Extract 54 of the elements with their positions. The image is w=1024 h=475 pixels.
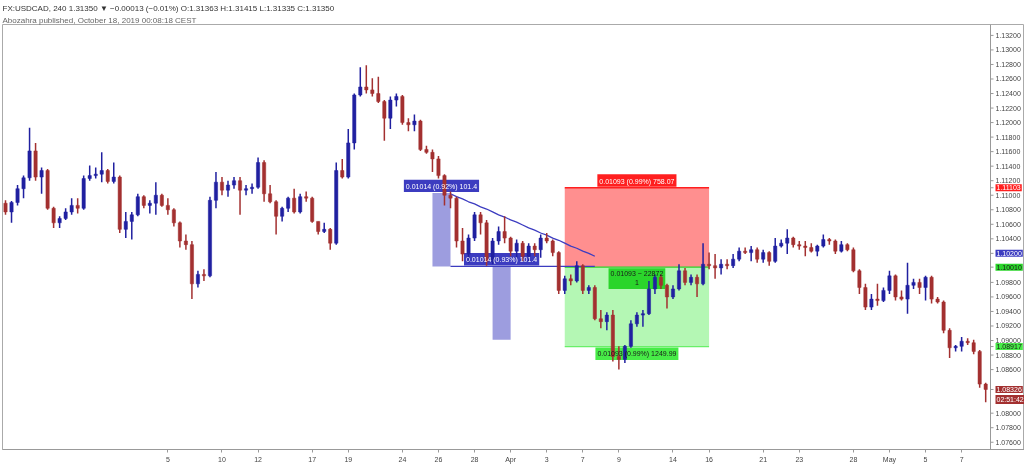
candlestick — [202, 268, 206, 282]
candlestick — [478, 211, 483, 236]
candlestick — [490, 237, 495, 265]
candlestick — [496, 225, 501, 246]
candlestick — [214, 171, 218, 210]
candlestick — [147, 199, 152, 215]
candlestick — [502, 215, 507, 244]
candlestick — [328, 227, 333, 251]
candlestick — [292, 187, 297, 215]
candlestick — [268, 184, 272, 204]
candlestick — [604, 311, 609, 332]
candlestick — [39, 166, 44, 195]
candlestick — [310, 195, 315, 224]
candlestick — [304, 190, 309, 203]
line-series — [449, 193, 596, 257]
candlestick — [340, 158, 345, 180]
candlestick — [713, 253, 717, 280]
candlestick — [598, 309, 603, 329]
candlestick — [725, 258, 730, 271]
candlestick — [641, 309, 645, 328]
candlestick — [875, 283, 880, 307]
candlestick — [701, 242, 705, 287]
candlestick — [358, 66, 363, 98]
candlestick — [665, 283, 669, 310]
candlestick — [99, 151, 104, 183]
candlestick — [184, 233, 188, 251]
chart-subtitle: FX:USDCAD, 240 1.31350 ▼ −0.00013 (−0.01%) O:1.31363 H:1.31415 L:1.31335 C:1.31350 — [2, 3, 335, 13]
candlestick — [749, 245, 754, 263]
candlestick — [472, 211, 477, 242]
candlestick — [322, 222, 327, 234]
candlestick — [677, 263, 681, 292]
candlestick — [238, 176, 242, 216]
candlestick — [629, 319, 633, 349]
candlestick — [153, 181, 158, 216]
candlestick — [171, 207, 176, 228]
candlestick — [562, 275, 567, 295]
candlestick — [177, 220, 182, 249]
candlestick — [460, 227, 465, 263]
candlestick — [244, 184, 248, 196]
candlestick — [514, 238, 519, 259]
candlestick — [123, 211, 128, 239]
candlestick — [923, 275, 928, 302]
candlestick — [250, 182, 254, 195]
candlestick — [274, 199, 279, 236]
candlestick — [111, 161, 116, 185]
candlestick — [388, 95, 393, 130]
candlestick — [929, 275, 934, 305]
candlestick — [538, 233, 543, 259]
candlestick — [707, 251, 711, 271]
chart-title: Abozahra published, October 18, 2019 00:08:18 CEST — [2, 15, 197, 25]
candlestick — [893, 273, 898, 302]
candlestick — [220, 176, 224, 196]
candlestick — [165, 197, 170, 216]
candlestick — [695, 273, 699, 298]
